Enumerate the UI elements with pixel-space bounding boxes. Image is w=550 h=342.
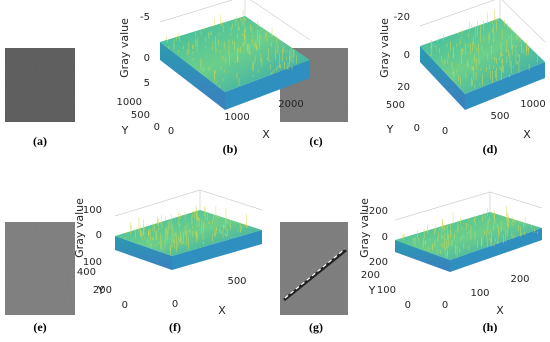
surface-top (420, 18, 545, 94)
panel-label: (e) (33, 320, 46, 334)
x-tick-label: 500 (490, 111, 509, 122)
y-axis-label: Y (368, 284, 376, 297)
z-axis-label: Gray value (118, 18, 131, 78)
surface-texture (402, 205, 538, 259)
panel-label: (h) (483, 320, 498, 334)
x-tick-label: 1000 (224, 112, 249, 123)
y-axis-label: Y (386, 123, 394, 136)
y-tick-label: 0 (414, 123, 420, 134)
surface-texture (166, 9, 297, 88)
y-tick-label: 100 (377, 285, 396, 296)
axis-box (394, 191, 543, 221)
surface-side (172, 230, 262, 270)
z-tick-label: -100 (79, 205, 102, 216)
surface-side (115, 236, 172, 270)
z-tick-label: 200 (369, 257, 388, 268)
panel-label: (f) (169, 320, 181, 334)
surface-side (420, 46, 465, 110)
y-axis-label: Y (97, 284, 105, 297)
surface-plot (159, 0, 311, 110)
x-tick-label: 500 (227, 276, 246, 287)
z-tick-label: 0 (404, 50, 410, 61)
x-axis-label: X (496, 304, 504, 317)
y-tick-label: 1000 (117, 97, 142, 108)
panel-label: (b) (223, 142, 238, 156)
image-e (5, 222, 75, 315)
surface-plot (394, 191, 543, 272)
axis-box (114, 189, 263, 217)
y-tick-label: 0 (405, 300, 411, 311)
image-a (5, 48, 75, 122)
x-tick-label: 0 (442, 126, 448, 137)
surface-texture (124, 204, 248, 256)
y-tick-label: 500 (131, 110, 150, 121)
z-tick-label: -200 (365, 206, 388, 217)
y-tick-label: 200 (93, 285, 112, 296)
surface-top (160, 16, 310, 92)
z-axis-label: Gray value (358, 198, 371, 258)
streak (283, 248, 347, 302)
z-tick-label: -20 (394, 12, 410, 23)
surface-plot (419, 0, 546, 110)
image-g (280, 222, 348, 315)
surface-side (395, 240, 450, 272)
surface-side (465, 62, 545, 110)
z-tick-label: -5 (140, 12, 150, 23)
panel-label: (a) (33, 134, 47, 148)
y-tick-label: 0 (122, 300, 128, 311)
z-tick-label: 5 (144, 78, 150, 89)
x-axis-label: X (218, 304, 226, 317)
x-axis-label: X (262, 128, 270, 141)
x-tick-label: 200 (510, 274, 529, 285)
axis-box (159, 0, 311, 41)
surface-side (450, 228, 542, 272)
x-tick-label: 1000 (520, 99, 545, 110)
x-tick-label: 2000 (278, 99, 303, 110)
z-tick-label: 20 (397, 82, 410, 93)
z-tick-label: 0 (96, 230, 102, 241)
surface-texture (430, 9, 538, 89)
x-tick-label: 100 (470, 288, 489, 299)
y-tick-label: 0 (154, 122, 160, 133)
y-tick-label: 500 (386, 100, 405, 111)
surface-side (160, 42, 225, 110)
surface-top (395, 212, 542, 260)
y-axis-label: Y (121, 124, 129, 137)
x-tick-label: 0 (168, 126, 174, 137)
z-tick-label: 0 (144, 53, 150, 64)
z-tick-label: 0 (382, 232, 388, 243)
axis-box (419, 0, 546, 43)
x-tick-label: 0 (442, 300, 448, 311)
panel-label: (g) (309, 320, 323, 334)
surface-side (225, 60, 310, 110)
z-tick-label: 100 (83, 257, 102, 268)
panel-label: (d) (483, 142, 498, 156)
surface-plot (114, 189, 263, 270)
y-tick-label: 400 (77, 267, 96, 278)
z-axis-label: Gray value (73, 198, 86, 258)
x-axis-label: X (523, 128, 531, 141)
x-tick-label: 0 (172, 299, 178, 310)
y-tick-label: 200 (361, 270, 380, 281)
panel-label: (c) (309, 134, 322, 148)
z-axis-label: Gray value (378, 18, 391, 78)
